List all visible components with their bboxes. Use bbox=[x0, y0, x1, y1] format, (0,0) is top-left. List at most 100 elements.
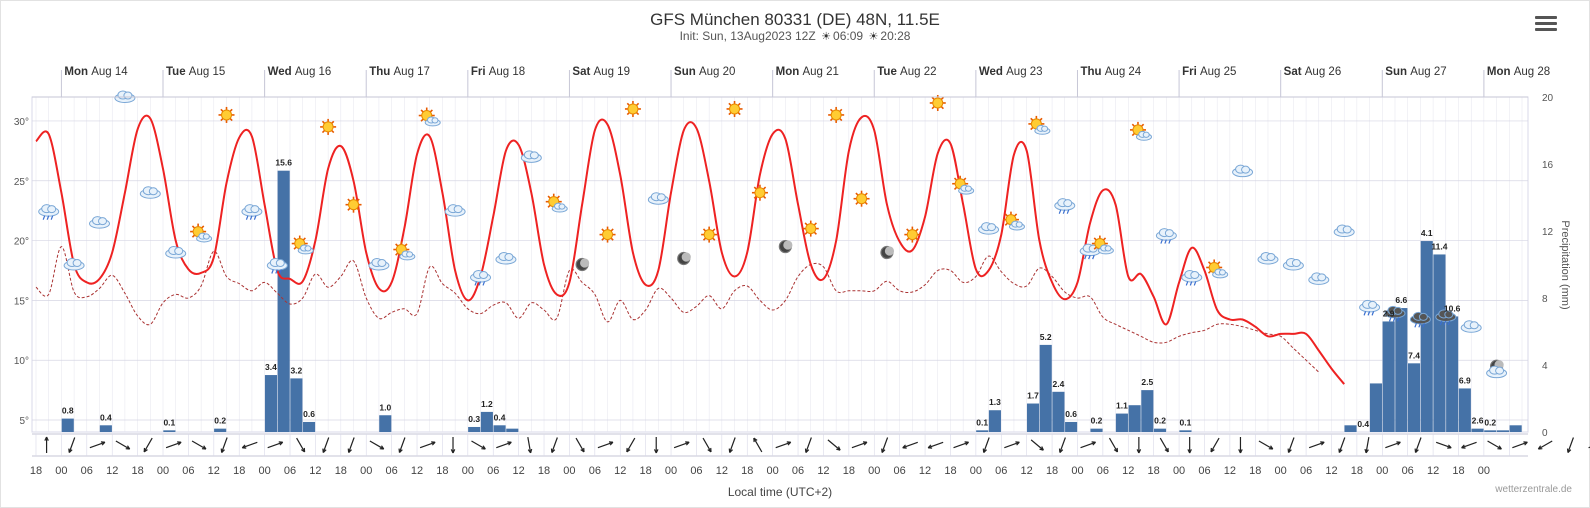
x-tick-label: 12 bbox=[1325, 465, 1337, 477]
cloud-shape bbox=[431, 117, 439, 124]
weather-sun-icon bbox=[599, 226, 616, 243]
wind-arrow-icon bbox=[419, 441, 436, 449]
wind-arrow-shaft bbox=[398, 437, 406, 453]
wind-arrow-head bbox=[1396, 441, 1401, 446]
wind-arrow-head bbox=[322, 448, 327, 453]
sun-disc bbox=[805, 223, 817, 235]
wind-arrow-shaft bbox=[983, 437, 990, 453]
precip-value-label: 7.4 bbox=[1408, 350, 1420, 360]
sun-disc bbox=[856, 193, 868, 205]
sun-ray bbox=[753, 186, 757, 190]
wind-arrow-head bbox=[1320, 441, 1325, 446]
day-date: Aug 26 bbox=[1305, 66, 1341, 78]
sun-ray bbox=[610, 237, 614, 241]
weather-cloud-icon bbox=[89, 216, 111, 229]
wind-arrow-shaft bbox=[1080, 441, 1096, 449]
rain-drop bbox=[245, 215, 249, 220]
wind-arrow-shaft bbox=[1385, 441, 1401, 449]
dewpoint-series-line bbox=[35, 246, 1320, 373]
weather-sun-icon bbox=[751, 184, 768, 201]
day-of-week: Fri bbox=[471, 66, 489, 78]
cloud-shape bbox=[174, 247, 184, 256]
wind-arrow-icon bbox=[902, 441, 918, 449]
wind-arrow-head bbox=[964, 441, 969, 446]
sun-ray bbox=[229, 108, 233, 112]
sun-ray bbox=[940, 105, 944, 110]
precip-bar bbox=[1369, 383, 1382, 432]
sun-ray bbox=[855, 201, 859, 205]
wind-arrow-head bbox=[507, 441, 512, 446]
wind-arrow-icon bbox=[1238, 437, 1243, 454]
precip-bar bbox=[303, 421, 316, 432]
precip-bar bbox=[1026, 403, 1040, 432]
wind-arrow-shaft bbox=[1159, 437, 1169, 453]
sun-ray bbox=[804, 222, 808, 226]
wind-arrow-shaft bbox=[673, 441, 690, 449]
weather-partsun-icon bbox=[1091, 235, 1114, 255]
wind-arrow-head bbox=[1497, 445, 1502, 450]
wind-arrow-shaft bbox=[1338, 437, 1346, 453]
sun-ray bbox=[635, 111, 640, 116]
precip-bar bbox=[1496, 430, 1509, 432]
weather-storm-icon bbox=[1384, 305, 1406, 322]
sun-ray bbox=[626, 111, 630, 116]
x-tick-label: 12 bbox=[411, 465, 423, 477]
credit-link[interactable]: wetterzentrale.de bbox=[1495, 484, 1572, 495]
precip-value-label: 4.1 bbox=[1421, 228, 1433, 238]
rain-drop bbox=[1367, 311, 1371, 316]
rain-drop bbox=[46, 215, 50, 220]
cloud-shape bbox=[1218, 269, 1226, 276]
precip-bar bbox=[1446, 316, 1459, 432]
wind-arrow-icon bbox=[1058, 437, 1066, 453]
day-label: Fri Aug 18 bbox=[471, 66, 525, 78]
weather-sun-icon bbox=[701, 226, 718, 243]
cloud-shape bbox=[98, 217, 108, 226]
rain-drop bbox=[1189, 281, 1193, 286]
wind-arrow-icon bbox=[1080, 441, 1096, 449]
x-tick-label: 12 bbox=[1427, 465, 1439, 477]
day-label: Sat Aug 19 bbox=[572, 66, 630, 78]
cloud-shape bbox=[504, 253, 514, 262]
precip-value-label: 0.6 bbox=[1065, 409, 1077, 419]
cloud-shape bbox=[1317, 273, 1327, 282]
wind-arrow-head bbox=[143, 447, 148, 453]
weather-rain-icon bbox=[1054, 198, 1076, 214]
weather-cloud-icon bbox=[368, 258, 390, 271]
precip-value-label: 2.9 bbox=[1383, 308, 1395, 318]
sun-ray bbox=[547, 195, 551, 199]
sun-ray bbox=[395, 243, 399, 247]
sun-ray bbox=[420, 109, 424, 113]
wind-arrow-icon bbox=[1258, 440, 1274, 450]
rain-drop bbox=[1088, 254, 1091, 260]
moon-crescent bbox=[884, 246, 895, 256]
wind-arrow-head bbox=[527, 448, 533, 454]
precip-bar bbox=[493, 425, 506, 432]
precip-value-label: 6.6 bbox=[1395, 295, 1407, 305]
wind-arrow-icon bbox=[220, 437, 228, 453]
wind-arrow-icon bbox=[68, 437, 76, 453]
weather-rain-icon bbox=[241, 204, 263, 220]
wind-arrow-head bbox=[862, 441, 868, 446]
day-of-week: Thu bbox=[1080, 66, 1104, 78]
x-tick-label: 06 bbox=[1402, 465, 1414, 477]
wind-arrow-icon bbox=[1159, 437, 1169, 453]
x-tick-label: 18 bbox=[30, 465, 42, 477]
wind-arrow-shaft bbox=[851, 441, 868, 449]
sun-disc bbox=[602, 229, 614, 241]
wind-arrow-shaft bbox=[597, 441, 614, 449]
sun-disc bbox=[729, 103, 741, 115]
hamburger-menu-icon[interactable] bbox=[1535, 16, 1557, 34]
wind-arrow-icon bbox=[527, 437, 533, 454]
wind-arrow-head bbox=[379, 445, 385, 450]
weather-partsun-icon bbox=[1002, 211, 1025, 231]
cloud-shape bbox=[1393, 306, 1403, 315]
wind-arrow-icon bbox=[1136, 437, 1142, 454]
x-tick-label: 12 bbox=[106, 465, 118, 477]
precip-value-label: 3.2 bbox=[290, 365, 302, 375]
cloud-shape bbox=[1266, 253, 1276, 262]
rain-drop bbox=[50, 215, 54, 220]
wind-arrow-shaft bbox=[1414, 437, 1422, 453]
cloud-shape bbox=[1444, 310, 1454, 319]
wind-arrow-head bbox=[68, 448, 73, 453]
precip-bar bbox=[99, 425, 112, 432]
